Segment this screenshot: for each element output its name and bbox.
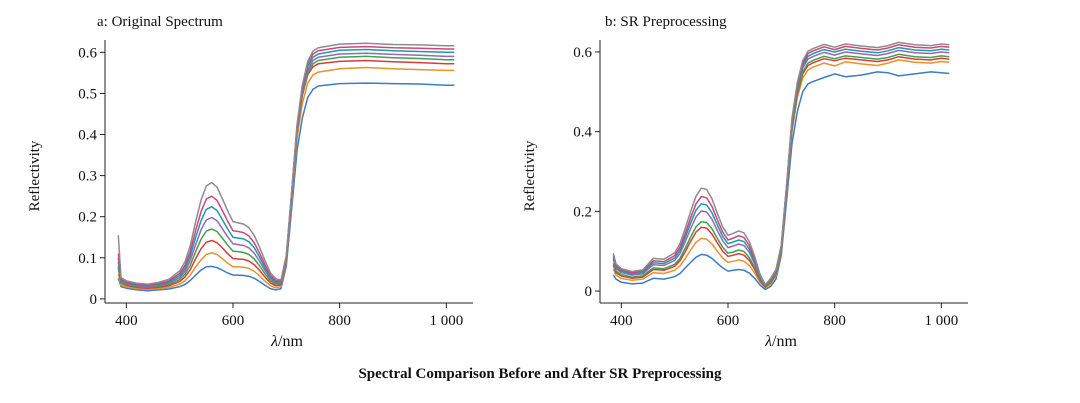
panel-b: b: SR Preprocessing Reflectivity λ/nm 00… xyxy=(522,14,968,350)
panel-a-x-tick-label: 800 xyxy=(328,313,351,329)
panel-a-y-axis-label: Reflectivity xyxy=(27,140,43,211)
panel-b-y-tick-label: 0 xyxy=(585,284,593,300)
panel-a-x-axis-label: λ/nm xyxy=(270,333,303,350)
panel-b-y-axis-label: Reflectivity xyxy=(522,140,538,211)
panel-b-series-line-3 xyxy=(612,55,950,288)
panel-a-y-tick-label: 0.1 xyxy=(78,251,97,267)
panel-a-x-tick-label: 400 xyxy=(115,313,138,329)
panel-a-series-line-3 xyxy=(117,59,455,289)
panel-b-y-tick-label: 0.2 xyxy=(573,204,592,220)
panel-b-x-axis-label: λ/nm xyxy=(764,333,797,350)
panel-b-series-line-4 xyxy=(612,53,950,288)
panel-a-series-line-4 xyxy=(117,55,455,289)
panel-b-x-axis-label-unit: /nm xyxy=(772,333,797,350)
panel-b-y-tick-label: 0.6 xyxy=(573,45,592,61)
panel-a: a: Original Spectrum Reflectivity λ/nm 0… xyxy=(27,14,473,350)
panel-a-series-layer xyxy=(117,42,455,292)
panel-a-y-tick-label: 0 xyxy=(90,292,98,308)
panel-b-x-tick-label: 400 xyxy=(610,313,633,329)
panel-b-y-tick-label: 0.4 xyxy=(573,125,592,141)
panel-a-series-line-2 xyxy=(117,66,455,291)
panel-a-series-line-6 xyxy=(117,48,455,287)
panel-b-x-tick-label: 1 000 xyxy=(924,313,958,329)
panel-a-y-tick-label: 0.5 xyxy=(78,86,97,102)
panel-b-x-tick-label: 600 xyxy=(717,313,740,329)
panel-a-series-line-1 xyxy=(117,82,455,292)
panel-b-axes: 0 0.2 0.4 0.6 400 600 800 1 000 xyxy=(573,40,968,329)
panel-b-series-line-5 xyxy=(612,49,950,287)
panel-b-series-line-8 xyxy=(612,41,950,286)
panel-a-axes: 0 0.1 0.2 0.3 0.4 0.5 0.6 400 600 800 1 000 xyxy=(78,40,473,329)
panel-b-series-line-1 xyxy=(612,71,950,291)
panel-a-x-axis-label-unit: /nm xyxy=(278,333,303,350)
panel-a-x-axis-label-symbol: λ xyxy=(270,333,278,350)
panel-b-series-line-6 xyxy=(612,46,950,287)
panel-a-y-tick-label: 0.3 xyxy=(78,169,97,185)
panel-a-series-line-8 xyxy=(117,42,455,285)
panel-a-x-tick-label: 600 xyxy=(222,313,245,329)
figure-caption: Spectral Comparison Before and After SR … xyxy=(358,366,722,382)
panel-b-title: b: SR Preprocessing xyxy=(605,14,727,30)
panel-b-x-axis-label-symbol: λ xyxy=(764,333,772,350)
panel-a-y-tick-label: 0.2 xyxy=(78,210,97,226)
panel-b-series-line-7 xyxy=(612,44,950,286)
panel-b-series-line-2 xyxy=(612,59,950,289)
panel-a-series-line-5 xyxy=(117,52,455,288)
panel-a-title: a: Original Spectrum xyxy=(97,14,223,30)
panel-a-x-tick-label: 1 000 xyxy=(429,313,463,329)
panel-b-series-layer xyxy=(612,41,950,291)
panel-b-x-tick-label: 800 xyxy=(823,313,846,329)
panel-a-series-line-7 xyxy=(117,45,455,286)
panel-a-y-tick-label: 0.4 xyxy=(78,128,97,144)
panel-a-y-tick-label: 0.6 xyxy=(78,45,97,61)
